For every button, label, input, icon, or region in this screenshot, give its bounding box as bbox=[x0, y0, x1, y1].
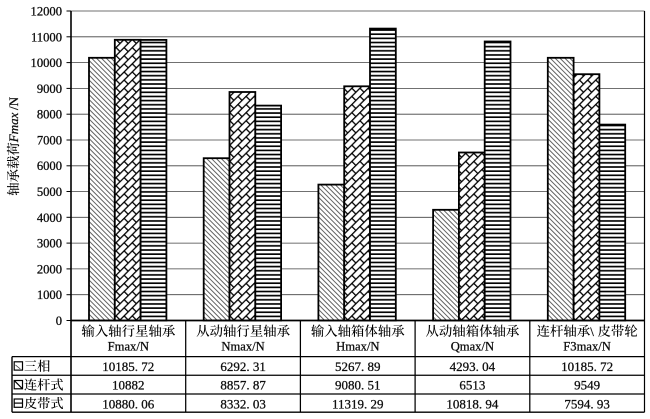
svg-text:10882: 10882 bbox=[112, 378, 145, 393]
svg-text:\: \ bbox=[590, 324, 594, 339]
svg-text:Qmax/N: Qmax/N bbox=[451, 339, 494, 353]
svg-text:10818. 94: 10818. 94 bbox=[446, 396, 499, 411]
svg-text:9549: 9549 bbox=[574, 378, 600, 393]
svg-text:8000: 8000 bbox=[37, 108, 62, 122]
svg-text:7594. 93: 7594. 93 bbox=[564, 396, 610, 411]
svg-text:2000: 2000 bbox=[37, 262, 62, 276]
svg-text:3000: 3000 bbox=[37, 237, 62, 251]
svg-text:7000: 7000 bbox=[37, 134, 62, 148]
svg-text:10185. 72: 10185. 72 bbox=[561, 359, 613, 374]
svg-text:11000: 11000 bbox=[31, 30, 62, 44]
svg-text:Fmax /N: Fmax /N bbox=[6, 96, 21, 143]
svg-text:0: 0 bbox=[56, 314, 62, 328]
svg-text:6513: 6513 bbox=[459, 378, 485, 393]
svg-text:5267. 89: 5267. 89 bbox=[335, 359, 381, 374]
svg-text:12000: 12000 bbox=[31, 5, 62, 19]
svg-text:9080. 51: 9080. 51 bbox=[335, 378, 381, 393]
svg-text:F3max/N: F3max/N bbox=[563, 339, 611, 353]
svg-text:1000: 1000 bbox=[37, 288, 62, 302]
svg-text:6292. 31: 6292. 31 bbox=[220, 359, 266, 374]
svg-text:10000: 10000 bbox=[31, 56, 62, 70]
svg-text:11319. 29: 11319. 29 bbox=[332, 396, 384, 411]
svg-text:8857. 87: 8857. 87 bbox=[220, 378, 266, 393]
svg-text:10880. 06: 10880. 06 bbox=[102, 396, 155, 411]
svg-text:10185. 72: 10185. 72 bbox=[102, 359, 154, 374]
svg-text:9000: 9000 bbox=[37, 82, 62, 96]
svg-text:8332. 03: 8332. 03 bbox=[220, 396, 266, 411]
svg-text:6000: 6000 bbox=[37, 159, 62, 173]
svg-text:Nmax/N: Nmax/N bbox=[221, 339, 264, 353]
svg-text:4000: 4000 bbox=[37, 211, 62, 225]
svg-text:Hmax/N: Hmax/N bbox=[336, 339, 379, 353]
svg-text:Fmax/N: Fmax/N bbox=[108, 339, 149, 353]
svg-text:5000: 5000 bbox=[37, 185, 62, 199]
svg-text:4293. 04: 4293. 04 bbox=[450, 359, 496, 374]
